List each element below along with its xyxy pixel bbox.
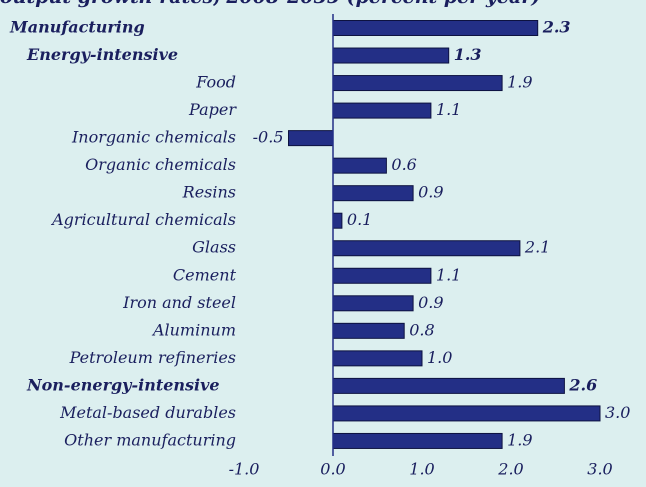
x-tick-label: 3.0 [587, 460, 612, 479]
value-label: 0.6 [391, 155, 416, 174]
value-label: 1.3 [454, 45, 482, 64]
bar [332, 20, 539, 36]
category-label: Non-energy-intensive [26, 375, 220, 394]
category-label: Metal-based durables [59, 403, 236, 422]
category-label: Paper [188, 100, 237, 119]
category-label: Food [195, 73, 236, 92]
value-label: 1.0 [427, 348, 452, 367]
bar [332, 267, 432, 284]
category-label: Glass [192, 238, 236, 257]
value-label: 3.0 [605, 403, 630, 422]
value-label: 1.9 [507, 430, 532, 449]
chart-title: output growth rates, 2008-2035 (percent … [0, 0, 540, 8]
x-tick-label: 0.0 [320, 460, 345, 479]
value-label: 2.3 [542, 18, 571, 37]
value-label: 1.9 [507, 73, 532, 92]
x-tick-label: -1.0 [229, 460, 260, 479]
bar [332, 75, 503, 92]
bar [332, 322, 405, 339]
category-label: Other manufacturing [64, 430, 236, 449]
value-label: -0.5 [253, 128, 284, 147]
category-label: Cement [173, 265, 237, 284]
x-tick-label: 2.0 [497, 460, 523, 479]
bar [332, 432, 503, 449]
value-label: 0.9 [418, 293, 443, 312]
bar [332, 102, 432, 119]
value-label: 0.9 [418, 183, 443, 202]
bar [332, 405, 601, 422]
category-label: Organic chemicals [85, 155, 236, 174]
value-label: 1.1 [436, 265, 461, 284]
bar [332, 240, 521, 257]
bar [332, 47, 450, 64]
category-label: Aluminum [151, 320, 236, 339]
category-label: Resins [182, 183, 236, 202]
category-label: Manufacturing [9, 18, 145, 37]
bar [332, 185, 414, 202]
bar [332, 295, 414, 312]
bar [332, 157, 387, 174]
value-label: 0.8 [409, 320, 434, 339]
value-label: 1.1 [436, 100, 461, 119]
value-label: 0.1 [347, 210, 372, 229]
category-label: Agricultural chemicals [50, 210, 236, 229]
category-label: Petroleum refineries [69, 348, 236, 367]
category-label: Energy-intensive [26, 45, 178, 64]
x-tick-label: 1.0 [409, 460, 434, 479]
bar [332, 377, 565, 394]
value-label: 2.1 [524, 238, 550, 257]
bar [332, 350, 423, 367]
category-label: Inorganic chemicals [71, 128, 236, 147]
category-label: Iron and steel [122, 293, 236, 312]
value-label: 2.6 [568, 375, 597, 394]
bar [288, 130, 334, 147]
bar [332, 212, 343, 229]
